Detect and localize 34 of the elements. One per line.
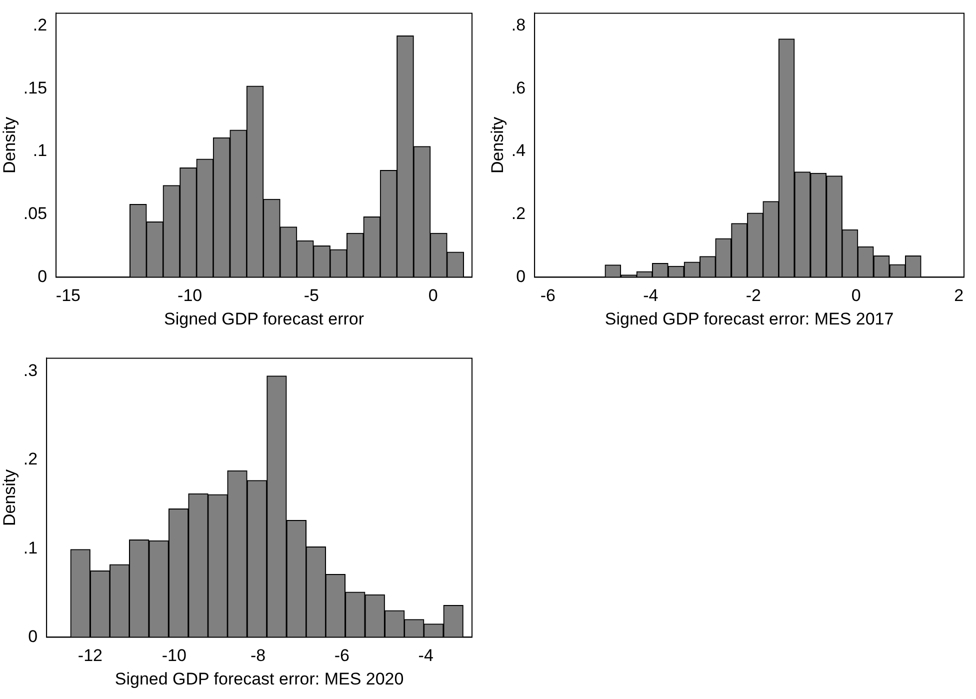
y-axis-title: Density [0, 468, 19, 526]
x-tick-label: -2 [746, 286, 761, 306]
x-axis-title: Signed GDP forecast error [164, 309, 364, 328]
y-tick-label: .2 [511, 204, 526, 224]
x-tick-label: -8 [250, 646, 266, 666]
y-tick-label: .3 [23, 361, 38, 380]
x-tick-label: -10 [162, 646, 186, 666]
y-tick-label: 0 [28, 626, 38, 646]
x-axis-title: Signed GDP forecast error: MES 2017 [604, 309, 894, 328]
y-tick-label: .1 [32, 141, 48, 160]
x-tick-label: -15 [56, 286, 80, 306]
y-tick-label: .1 [23, 538, 38, 558]
y-tick-label: .15 [23, 78, 48, 98]
y-tick-label: .2 [32, 15, 48, 34]
y-axis-title: Density [488, 116, 507, 174]
y-tick-label: 0 [38, 266, 48, 286]
x-tick-label: -12 [78, 646, 102, 666]
y-tick-label: .6 [511, 78, 526, 98]
x-tick-label: 0 [851, 286, 861, 306]
x-tick-label: 2 [954, 286, 964, 306]
x-tick-label: -6 [334, 646, 350, 666]
x-tick-label: -6 [540, 286, 556, 306]
y-tick-label: .8 [511, 15, 526, 34]
x-tick-label: -10 [178, 286, 202, 306]
x-tick-label: -4 [643, 286, 658, 306]
y-axis-title: Density [0, 116, 19, 174]
x-tick-label: -5 [304, 286, 320, 306]
x-tick-label: 0 [428, 286, 438, 306]
x-axis-title: Signed GDP forecast error: MES 2020 [114, 669, 404, 688]
y-tick-label: 0 [516, 266, 526, 286]
y-tick-label: .2 [23, 450, 38, 469]
y-tick-label: .4 [511, 141, 526, 160]
y-tick-label: .05 [23, 204, 48, 224]
x-tick-label: -4 [418, 646, 434, 666]
